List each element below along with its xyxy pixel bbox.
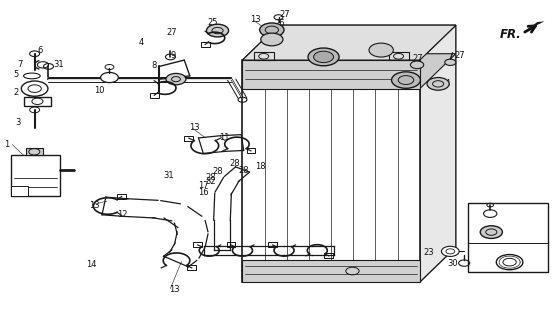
Bar (193, 242, 202, 247)
Circle shape (369, 43, 393, 57)
Ellipse shape (23, 73, 40, 79)
Bar (187, 265, 196, 270)
Text: 24: 24 (441, 79, 451, 88)
Text: 13: 13 (250, 15, 260, 24)
Text: 13: 13 (189, 123, 199, 132)
Circle shape (260, 23, 284, 37)
Bar (242, 60, 420, 89)
Text: 13: 13 (89, 201, 100, 210)
Bar (11, 186, 28, 196)
Text: 15: 15 (238, 270, 249, 279)
Circle shape (101, 72, 118, 83)
Bar (201, 42, 209, 47)
Bar (184, 136, 193, 140)
Bar (242, 60, 420, 282)
Text: 13: 13 (169, 285, 179, 294)
Text: 11: 11 (219, 133, 229, 142)
Bar (247, 148, 255, 153)
Text: 5: 5 (13, 70, 19, 79)
Text: 28: 28 (238, 166, 249, 175)
Text: 23: 23 (424, 248, 434, 257)
Circle shape (308, 48, 339, 66)
Bar (150, 93, 159, 98)
Circle shape (392, 72, 421, 88)
Circle shape (207, 24, 228, 37)
Polygon shape (242, 54, 456, 89)
Circle shape (261, 33, 283, 46)
Text: 14: 14 (86, 260, 96, 268)
Bar (118, 194, 126, 199)
Text: 28: 28 (212, 167, 223, 176)
Text: 24: 24 (272, 35, 282, 44)
Text: 8: 8 (151, 61, 157, 70)
Bar (227, 242, 236, 247)
Text: 4: 4 (139, 38, 144, 47)
Bar (254, 52, 273, 60)
Text: 32: 32 (206, 177, 216, 186)
Text: 29: 29 (486, 226, 497, 235)
Text: 9: 9 (170, 52, 175, 60)
Circle shape (314, 51, 334, 63)
Bar (268, 242, 277, 247)
Text: FR.: FR. (500, 28, 522, 41)
Circle shape (442, 246, 459, 256)
Text: 22: 22 (486, 239, 497, 248)
Text: 31: 31 (53, 60, 63, 69)
Text: 30: 30 (447, 259, 458, 268)
Text: 31: 31 (164, 172, 174, 180)
Text: 27: 27 (167, 28, 177, 37)
Polygon shape (420, 25, 456, 282)
Text: 1: 1 (4, 140, 9, 149)
Text: 21: 21 (488, 261, 499, 270)
Circle shape (445, 59, 456, 66)
Circle shape (166, 73, 186, 85)
Text: 12: 12 (116, 210, 127, 219)
Bar (26, 148, 43, 155)
Text: 26: 26 (274, 19, 285, 28)
Text: 19: 19 (283, 267, 294, 276)
Text: 7: 7 (17, 60, 22, 69)
Circle shape (21, 81, 48, 96)
Text: 27: 27 (413, 54, 423, 63)
Text: 17: 17 (198, 181, 209, 190)
Text: 3: 3 (15, 118, 21, 127)
Text: 20: 20 (390, 74, 401, 83)
Text: 16: 16 (198, 188, 209, 197)
Text: 18: 18 (255, 163, 266, 172)
Polygon shape (242, 25, 456, 60)
Circle shape (496, 254, 523, 270)
Circle shape (427, 77, 449, 90)
Text: 2: 2 (13, 88, 19, 97)
Polygon shape (242, 25, 456, 60)
Text: 25: 25 (208, 19, 218, 28)
Text: 27: 27 (455, 52, 465, 60)
Bar (11, 155, 60, 196)
Text: 8: 8 (208, 25, 213, 34)
Text: 27: 27 (280, 10, 290, 19)
Text: 28: 28 (229, 159, 241, 168)
Bar (468, 204, 549, 272)
Circle shape (480, 226, 502, 238)
Circle shape (411, 61, 424, 69)
Bar (242, 260, 420, 282)
Bar (389, 52, 408, 60)
Text: 10: 10 (95, 86, 105, 95)
Polygon shape (525, 21, 545, 31)
Bar (23, 97, 51, 106)
Bar (324, 253, 333, 259)
Text: 6: 6 (37, 46, 43, 55)
Text: 28: 28 (206, 173, 216, 182)
